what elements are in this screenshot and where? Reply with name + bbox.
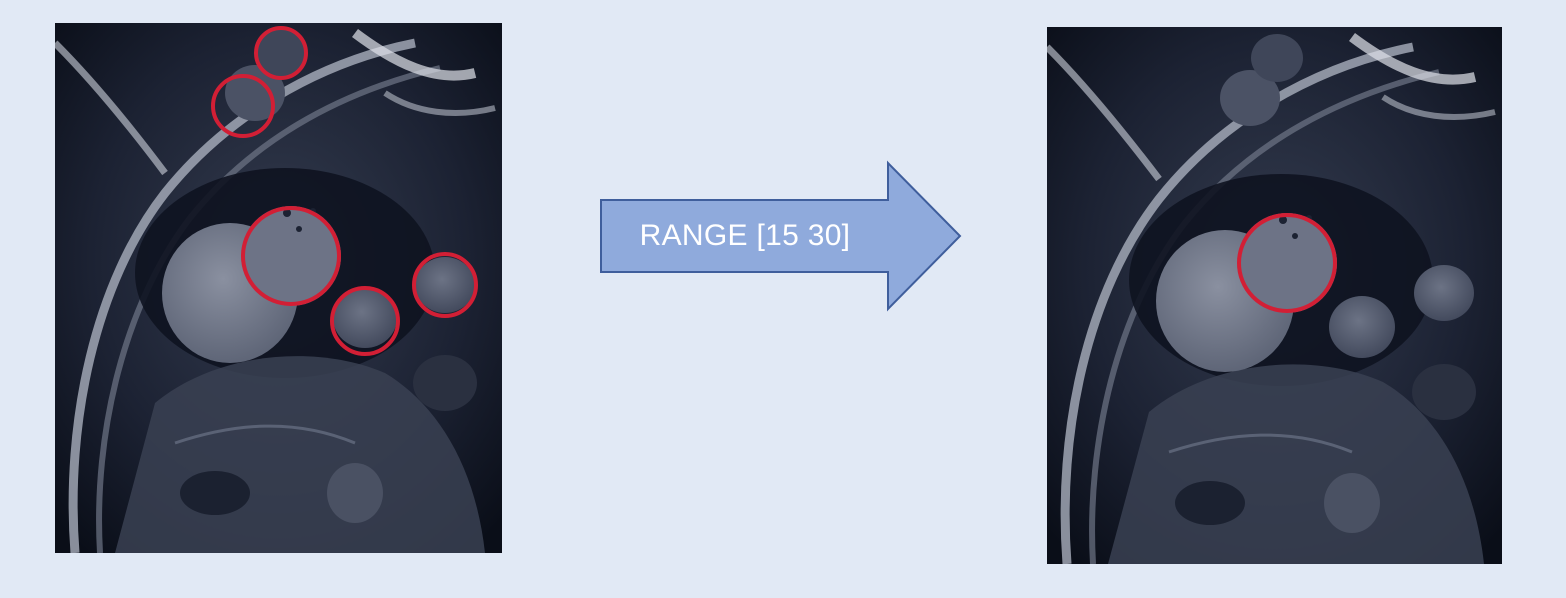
detection-circle <box>211 74 275 138</box>
mri-image-filtered-detection <box>1047 27 1502 564</box>
mri-scan-right <box>1047 27 1502 564</box>
detection-circle <box>412 252 478 318</box>
mri-scan-left <box>55 23 502 553</box>
range-label: RANGE [15 30] <box>639 219 851 252</box>
detection-circle <box>1237 213 1337 313</box>
detection-circle <box>241 206 341 306</box>
mri-image-all-detections <box>55 23 502 553</box>
detection-circle <box>330 286 400 356</box>
detection-circle <box>254 26 308 80</box>
filter-arrow <box>598 160 964 312</box>
